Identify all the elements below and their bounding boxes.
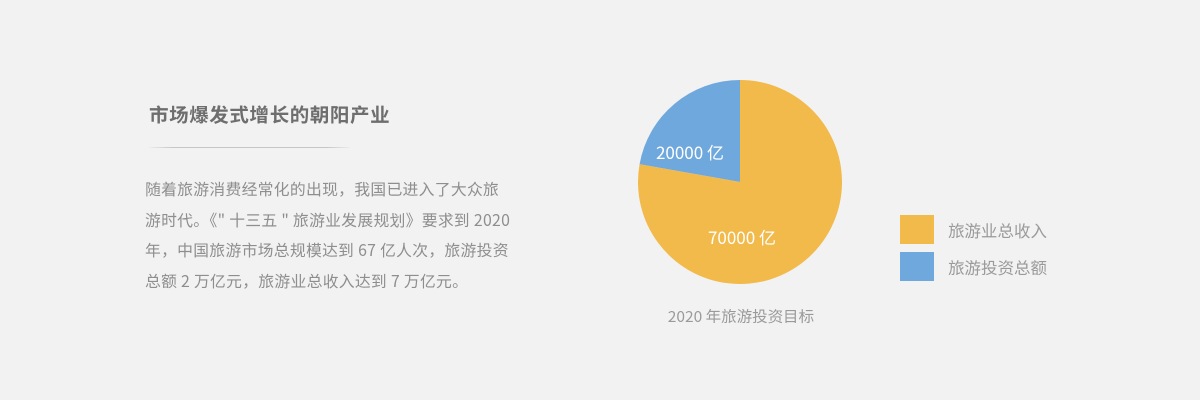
svg-text:70000 亿: 70000 亿 xyxy=(708,224,776,249)
svg-text:20000 亿: 20000 亿 xyxy=(656,139,724,164)
